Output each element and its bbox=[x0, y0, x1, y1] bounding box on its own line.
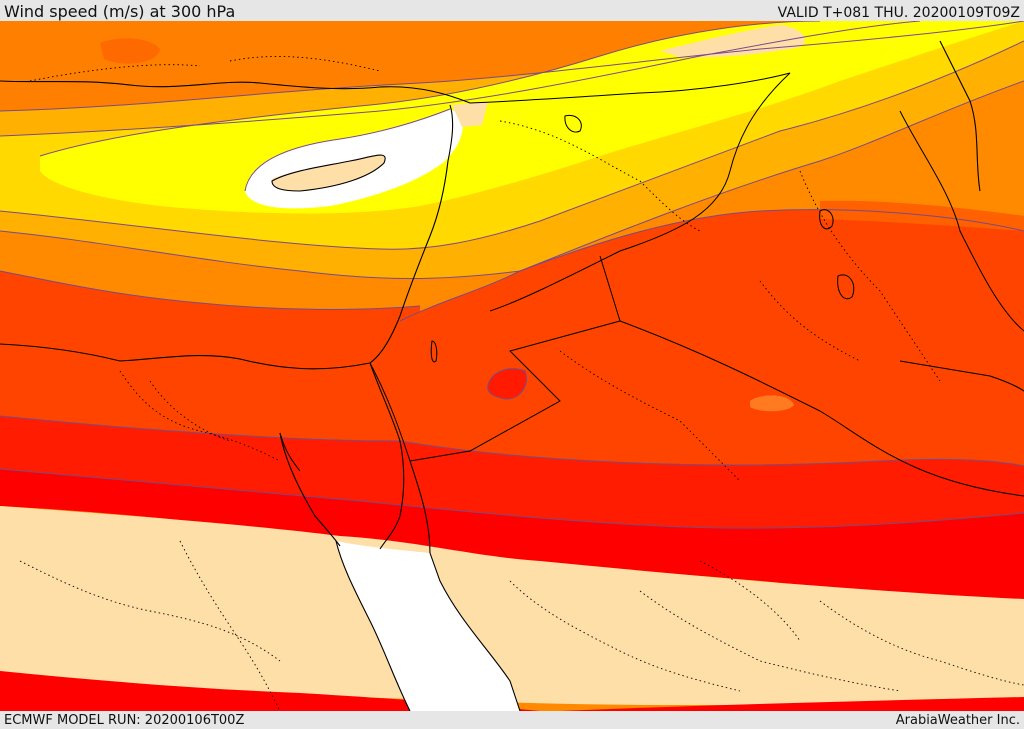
valid-time: VALID T+081 THU. 20200109T09Z bbox=[777, 5, 1020, 21]
lakes bbox=[430, 114, 855, 363]
admin-border bbox=[19, 560, 281, 662]
contours bbox=[0, 21, 1024, 529]
admin-border bbox=[119, 370, 281, 462]
border-syria-iraq bbox=[489, 72, 791, 312]
patch-cyprus-light bbox=[272, 155, 386, 191]
map-title: Wind speed (m/s) at 300 hPa bbox=[4, 2, 236, 21]
coastline-cyprus bbox=[271, 154, 386, 192]
lake-van bbox=[819, 209, 834, 230]
wind-speed-map bbox=[0, 21, 1024, 711]
admin-border bbox=[509, 580, 741, 692]
coastline-turkey bbox=[0, 80, 471, 104]
contour-line bbox=[0, 270, 421, 310]
contour-line bbox=[0, 40, 1024, 250]
lake-dead-sea bbox=[430, 340, 438, 363]
map-canvas bbox=[0, 21, 1024, 711]
footer-bar: ECMWF MODEL RUN: 20200106T00Z ArabiaWeat… bbox=[0, 711, 1024, 729]
coastline-sinai-west bbox=[279, 432, 341, 547]
border-egypt-israel bbox=[369, 362, 411, 462]
credit-label: ArabiaWeather Inc. bbox=[895, 713, 1020, 728]
contour-line bbox=[0, 21, 921, 137]
red-sea bbox=[336, 541, 520, 711]
coastline-sinai-gulfs bbox=[369, 362, 405, 550]
coastline-gulf-aqaba bbox=[409, 460, 431, 554]
admin-border bbox=[699, 560, 801, 642]
coastlines bbox=[0, 40, 1024, 711]
admin-border bbox=[29, 64, 201, 82]
contour-line bbox=[399, 209, 1024, 322]
patch-lebanon-light bbox=[452, 101, 488, 127]
header-bar: Wind speed (m/s) at 300 hPa VALID T+081 … bbox=[0, 0, 1024, 21]
border-turkey-syria bbox=[469, 72, 791, 104]
band-red-deep bbox=[0, 469, 1024, 601]
patch-nne-light bbox=[660, 25, 805, 58]
coastline-red-sea-west bbox=[335, 540, 411, 711]
contour-line bbox=[39, 21, 821, 157]
coastline-red-sea-east bbox=[429, 552, 521, 711]
border-iraq-iran bbox=[899, 110, 1024, 332]
border-sinai-gulf-suez bbox=[279, 432, 301, 472]
admin-border bbox=[799, 170, 941, 382]
contour-line bbox=[0, 415, 1024, 467]
patch-nw-darkorange bbox=[100, 38, 160, 64]
band-south-beige bbox=[0, 506, 1024, 705]
coastline-levant bbox=[369, 104, 454, 364]
patch-jordan-red bbox=[487, 368, 527, 399]
model-run-label: ECMWF MODEL RUN: 20200106T00Z bbox=[4, 713, 245, 728]
border-jordan-saudi bbox=[409, 255, 621, 462]
lake-tharthar bbox=[564, 114, 582, 133]
coastline-caspian-west bbox=[939, 40, 981, 192]
border-iraq-saudi bbox=[619, 320, 1024, 497]
contour-line bbox=[487, 368, 527, 400]
patch-east-redorange bbox=[820, 200, 1024, 231]
band-red-bottom-east bbox=[560, 697, 1024, 711]
admin-borders bbox=[19, 56, 1024, 711]
coastline-persian-gulf bbox=[899, 360, 1024, 392]
country-borders bbox=[279, 72, 1024, 497]
patch-saudi-orange bbox=[750, 395, 794, 412]
lake-urmia bbox=[837, 274, 855, 300]
coastline-north-africa bbox=[0, 343, 371, 370]
contour-line bbox=[244, 108, 451, 192]
band-orangered-east bbox=[400, 209, 1024, 482]
